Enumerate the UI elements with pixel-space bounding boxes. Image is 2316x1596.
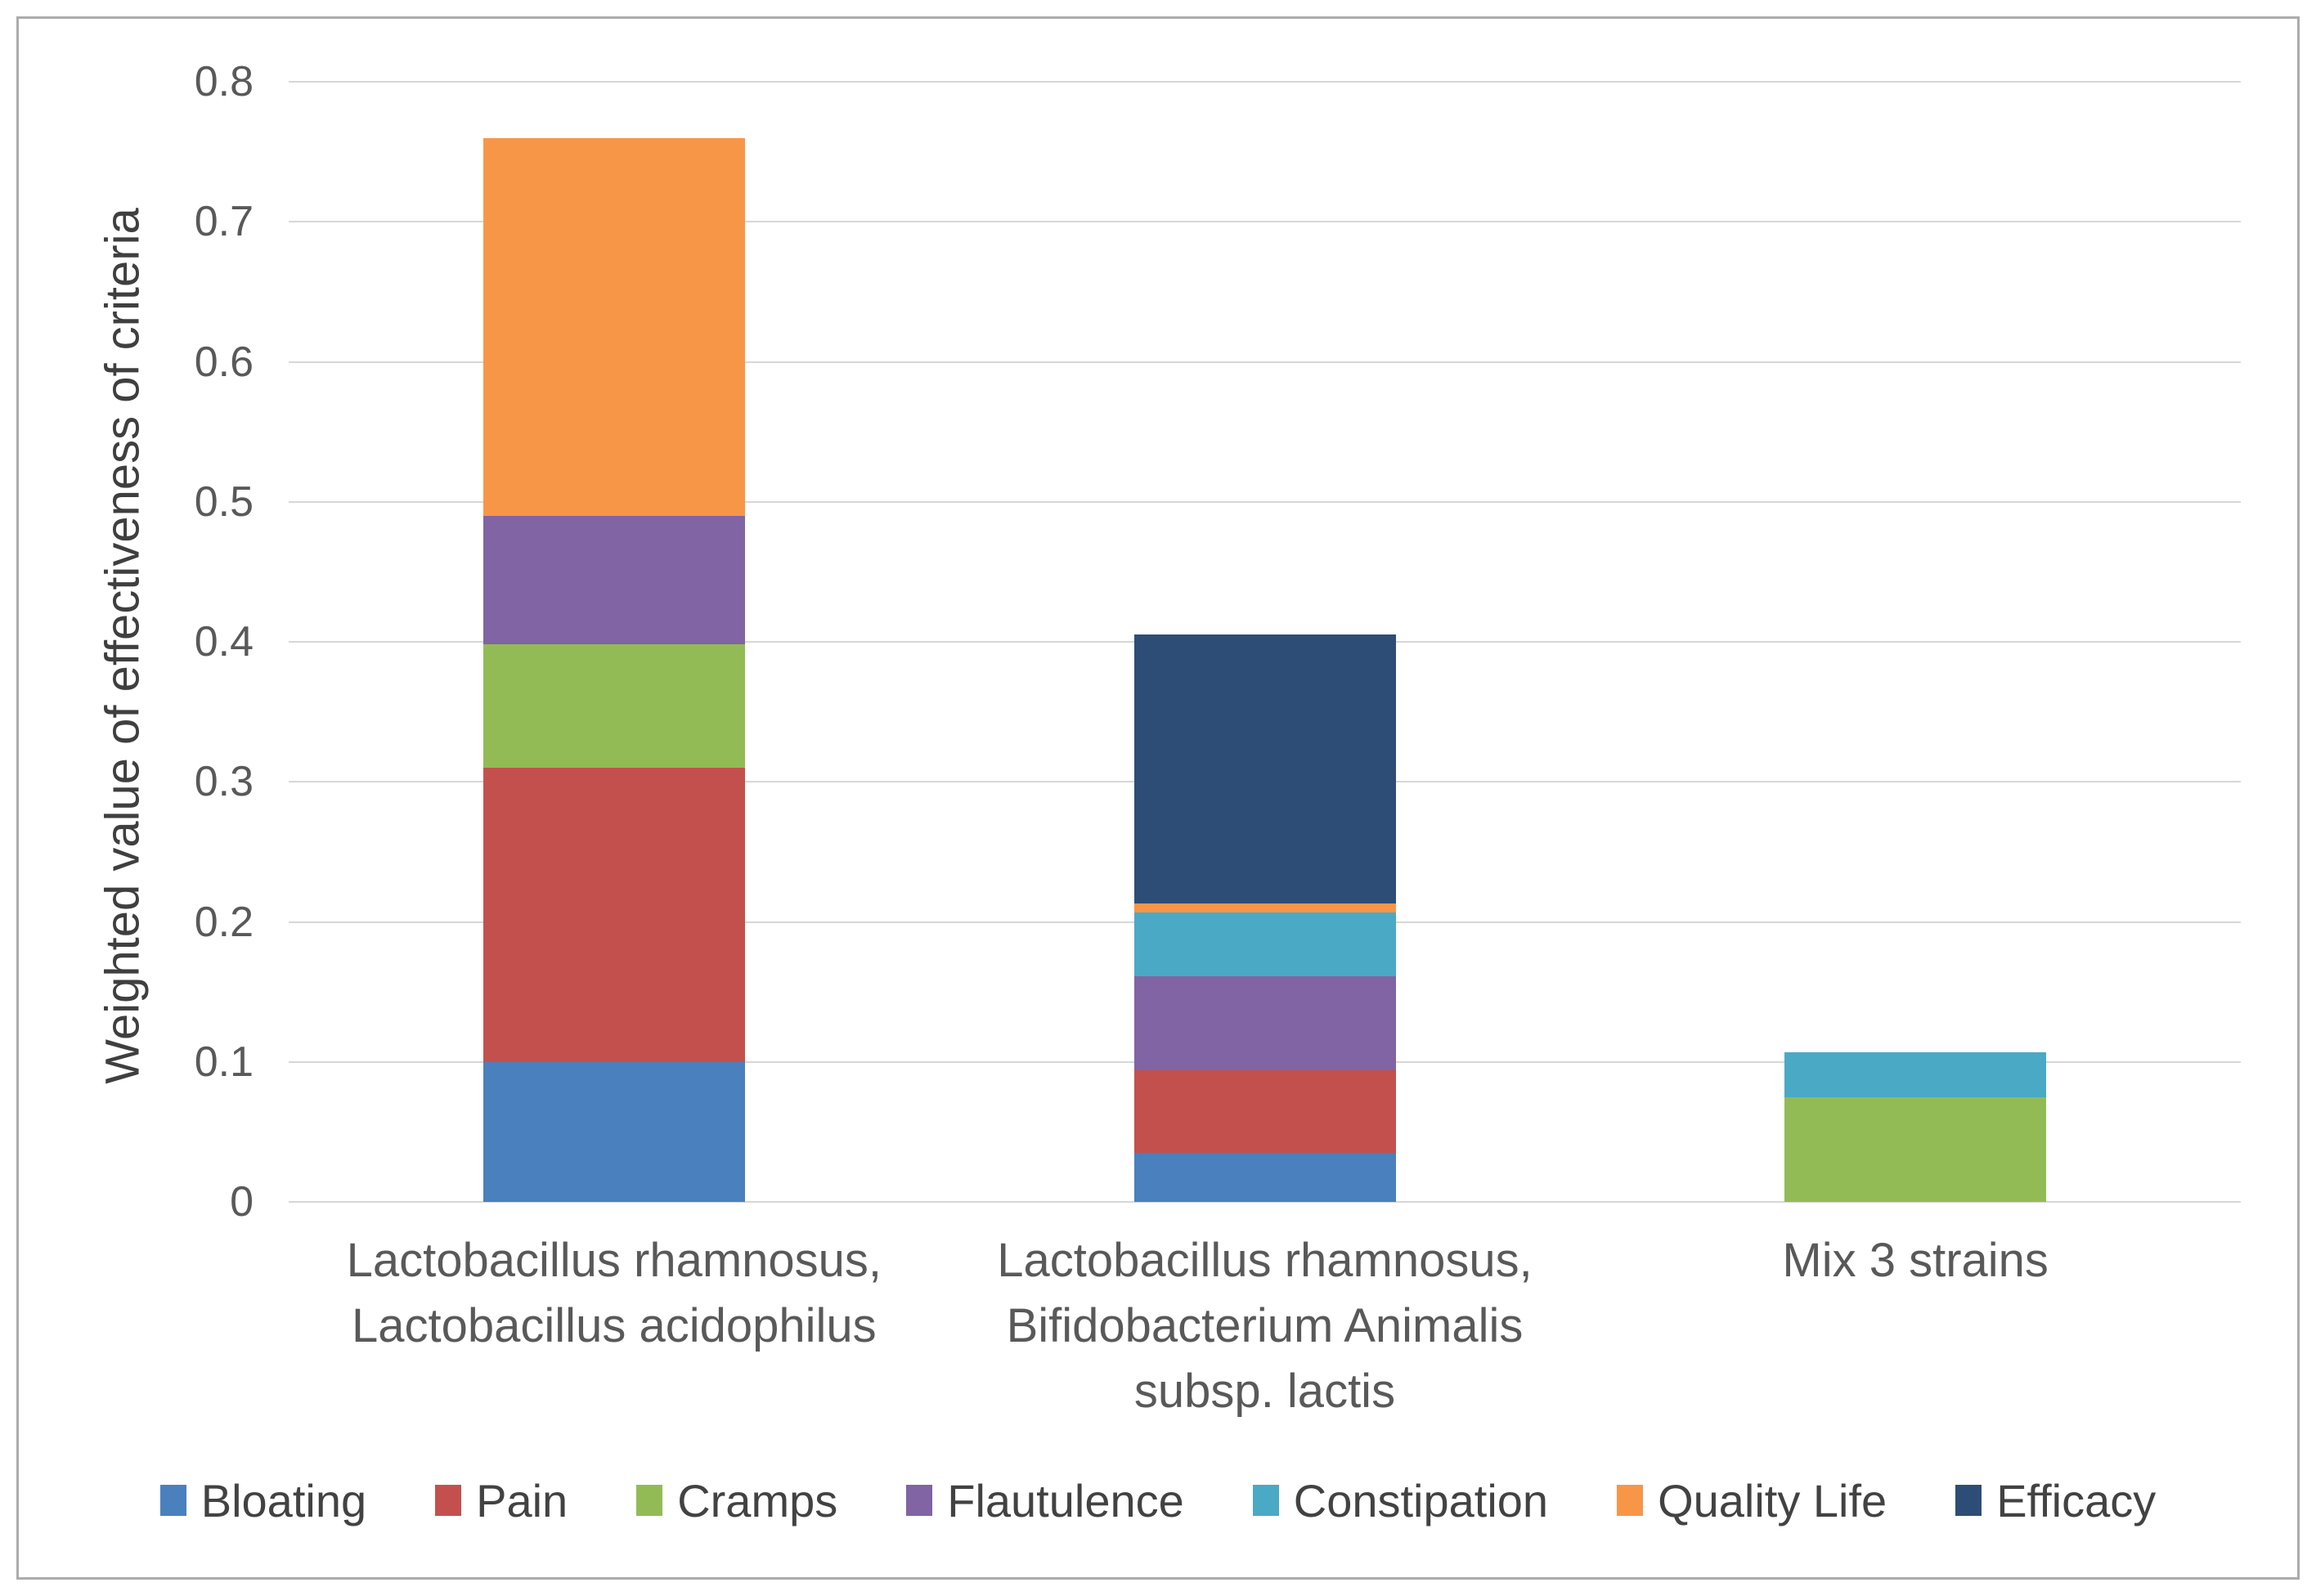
x-category-label: Lactobacillus rhamnosus, Bifidobacterium… — [997, 1234, 1533, 1419]
y-tick-label: 0.4 — [194, 618, 254, 666]
legend-label: Constipation — [1293, 1474, 1549, 1527]
bar-segment-flautulence — [482, 515, 745, 645]
legend-item-cramps: Cramps — [636, 1474, 837, 1527]
legend-label: Flautulence — [947, 1474, 1184, 1527]
legend-item-pain: Pain — [435, 1474, 568, 1527]
gridline — [289, 500, 2241, 503]
legend: Bloating Pain Cramps Flautulence Constipatio… — [0, 1455, 2316, 1545]
legend-color-swatch — [906, 1485, 933, 1516]
y-tick-label: 0.3 — [194, 758, 254, 806]
legend-item-flautulence: Flautulence — [906, 1474, 1184, 1527]
bar-segment-bloating — [482, 1061, 745, 1202]
legend-item-efficacy: Efficacy — [1955, 1474, 2156, 1527]
legend-label: Quality Life — [1658, 1474, 1887, 1527]
y-tick-label: 0.2 — [194, 898, 254, 946]
legend-label: Pain — [476, 1474, 568, 1527]
gridline — [289, 221, 2241, 223]
bar-segment-pain — [482, 768, 745, 1062]
stacked-bar — [1133, 82, 1396, 1202]
plot-area — [289, 81, 2241, 1203]
bar-segment-quality-life — [482, 137, 745, 516]
bar-segment-constipation — [1133, 912, 1396, 977]
bar-segment-cramps — [482, 644, 745, 769]
x-category-label: Mix 3 strains — [1782, 1234, 2049, 1287]
legend-color-swatch — [1252, 1485, 1279, 1516]
gridline — [289, 1201, 2241, 1203]
legend-color-swatch — [636, 1485, 663, 1516]
bar-segment-bloating — [1133, 1153, 1396, 1202]
y-tick-label: 0.7 — [194, 198, 254, 246]
bar-segment-cramps — [1784, 1096, 2047, 1202]
bar-segment-quality-life — [1133, 903, 1396, 912]
x-category-label: Lactobacillus rhamnosus, Lactobacillus a… — [346, 1234, 882, 1353]
bar-segment-constipation — [1784, 1051, 2047, 1097]
legend-label: Bloating — [200, 1474, 367, 1527]
y-tick-label: 0.1 — [194, 1038, 254, 1086]
bar-segment-flautulence — [1133, 976, 1396, 1071]
legend-item-bloating: Bloating — [159, 1474, 367, 1527]
legend-color-swatch — [1617, 1485, 1644, 1516]
bar-segment-pain — [1133, 1070, 1396, 1154]
y-tick-label: 0.5 — [194, 477, 254, 526]
legend-label: Cramps — [677, 1474, 838, 1527]
y-tick-label: 0 — [230, 1178, 254, 1226]
legend-label: Efficacy — [1996, 1474, 2157, 1527]
gridline — [289, 81, 2241, 83]
bar-segment-efficacy — [1133, 634, 1396, 904]
legend-color-swatch — [159, 1485, 186, 1516]
stacked-bar — [1784, 82, 2047, 1202]
legend-color-swatch — [435, 1485, 462, 1516]
y-tick-label: 0.6 — [194, 338, 254, 386]
stacked-bar — [482, 82, 745, 1202]
legend-item-constipation: Constipation — [1252, 1474, 1549, 1527]
legend-item-quality-life: Quality Life — [1617, 1474, 1887, 1527]
y-tick-label: 0.8 — [194, 58, 254, 105]
legend-color-swatch — [1955, 1485, 1982, 1516]
gridline — [289, 361, 2241, 363]
